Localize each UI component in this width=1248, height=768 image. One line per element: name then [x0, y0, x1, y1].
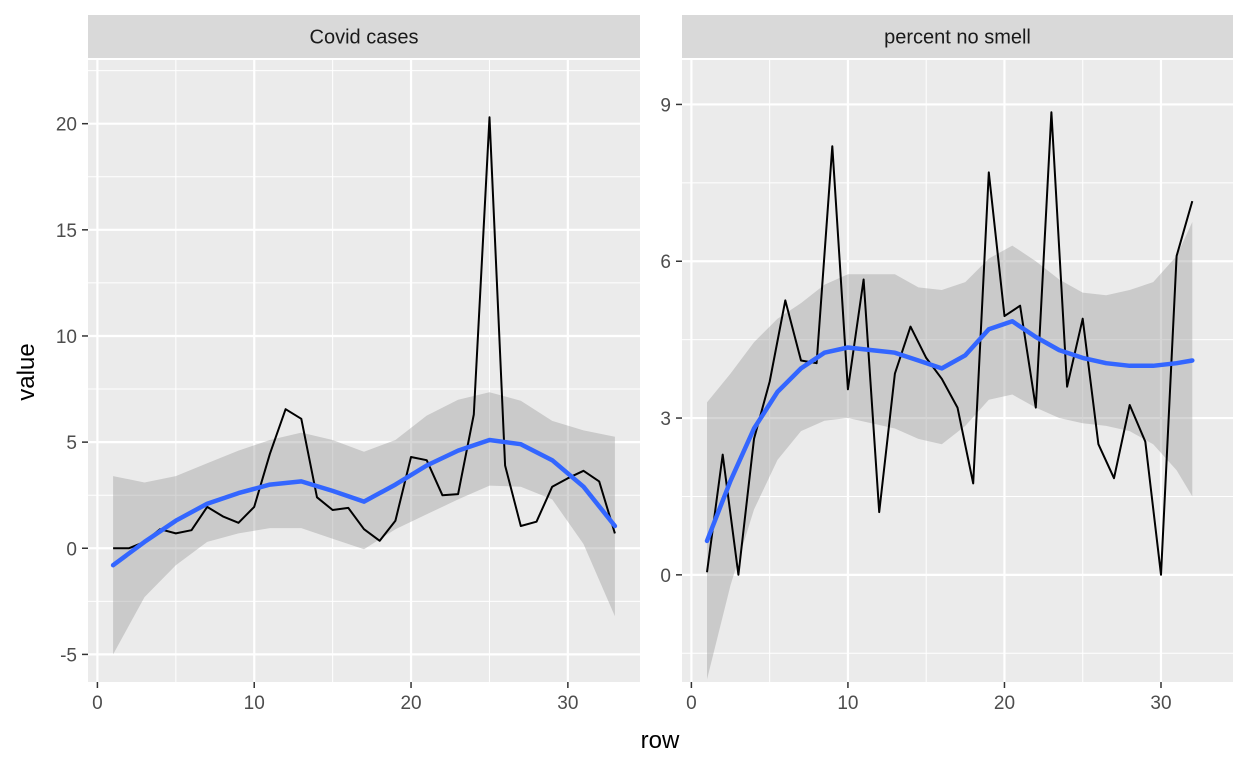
facet-strip-label: percent no smell — [884, 27, 1031, 49]
x-tick-label: 10 — [244, 693, 265, 714]
y-tick-label: 5 — [66, 433, 77, 454]
x-tick-label: 30 — [557, 693, 578, 714]
facet-panel-1: Covid cases 0 10 20 30 -5 0 5 10 15 20 — [56, 15, 640, 714]
x-tick-label: 0 — [92, 693, 103, 714]
y-tick-label: 3 — [660, 409, 671, 430]
x-tick-label: 10 — [837, 693, 858, 714]
x-tick-label: 0 — [686, 693, 697, 714]
panel-background — [682, 60, 1233, 682]
y-axis-title: value — [13, 343, 40, 400]
y-tick-label: 0 — [660, 566, 671, 587]
x-tick-label: 20 — [400, 693, 421, 714]
x-tick-label: 30 — [1150, 693, 1171, 714]
facet-panel-2: percent no smell 0 10 20 30 0 3 6 9 — [660, 15, 1233, 714]
y-tick-label: 0 — [66, 539, 77, 560]
y-tick-label: 20 — [56, 115, 77, 136]
facet-strip-label: Covid cases — [310, 27, 419, 49]
confidence-band — [707, 222, 1193, 680]
y-tick-label: -5 — [60, 645, 77, 666]
confidence-band — [113, 392, 615, 655]
y-tick-label: 6 — [660, 252, 671, 273]
x-axis-title: row — [641, 727, 680, 754]
facet-strip — [682, 15, 1233, 58]
x-tick-label: 20 — [994, 693, 1015, 714]
facet-strip — [88, 15, 640, 58]
data-line — [113, 116, 616, 550]
smooth-line — [110, 437, 618, 568]
smooth-line — [704, 319, 1195, 544]
y-tick-label: 9 — [660, 95, 671, 116]
data-line — [706, 111, 1194, 576]
y-tick-label: 15 — [56, 221, 77, 242]
y-tick-label: 10 — [56, 327, 77, 348]
panel-background — [88, 60, 640, 682]
